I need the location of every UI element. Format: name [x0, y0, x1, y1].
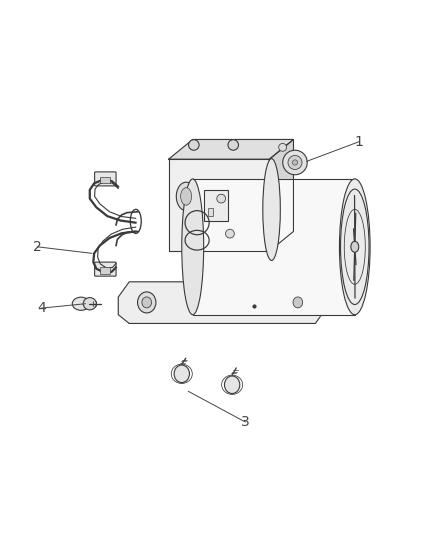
Bar — [100, 177, 110, 183]
Bar — [100, 267, 110, 273]
Ellipse shape — [83, 297, 96, 310]
Text: 3: 3 — [241, 415, 250, 429]
Bar — [204, 190, 228, 221]
Text: 2: 2 — [33, 240, 42, 254]
Text: 4: 4 — [37, 301, 46, 315]
Polygon shape — [245, 253, 263, 282]
Circle shape — [217, 194, 226, 203]
Ellipse shape — [225, 376, 240, 393]
Polygon shape — [184, 253, 208, 282]
Polygon shape — [193, 179, 355, 314]
Circle shape — [228, 140, 238, 150]
Bar — [184, 274, 201, 283]
FancyBboxPatch shape — [95, 262, 116, 276]
Ellipse shape — [339, 179, 370, 314]
Ellipse shape — [72, 297, 90, 310]
Polygon shape — [118, 282, 326, 324]
Circle shape — [293, 160, 297, 165]
Ellipse shape — [142, 297, 152, 308]
FancyBboxPatch shape — [95, 172, 116, 186]
Polygon shape — [169, 159, 269, 251]
Polygon shape — [169, 140, 293, 159]
Ellipse shape — [138, 292, 156, 313]
Circle shape — [283, 150, 307, 175]
Bar — [250, 274, 267, 283]
Ellipse shape — [351, 241, 359, 252]
Ellipse shape — [263, 159, 280, 261]
Ellipse shape — [180, 188, 192, 205]
Ellipse shape — [289, 292, 307, 313]
Circle shape — [288, 156, 302, 169]
Ellipse shape — [176, 182, 196, 211]
Bar — [208, 208, 213, 216]
Ellipse shape — [174, 365, 189, 383]
Ellipse shape — [293, 297, 303, 308]
Circle shape — [189, 140, 199, 150]
Circle shape — [226, 229, 234, 238]
Circle shape — [279, 143, 286, 151]
Text: 1: 1 — [355, 135, 364, 149]
Ellipse shape — [182, 179, 204, 314]
Polygon shape — [269, 140, 293, 251]
